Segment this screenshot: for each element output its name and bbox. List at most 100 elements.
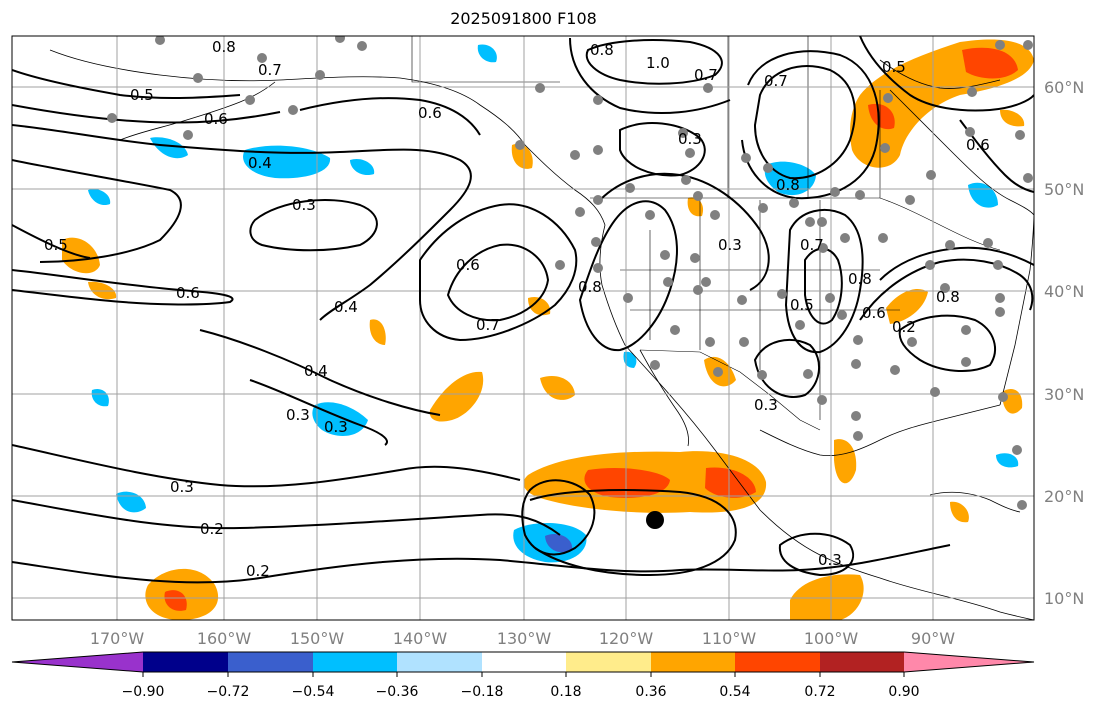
contour-0.8-west-us: [578, 200, 678, 352]
shade-orange-east: [950, 501, 969, 523]
contour-0.6-southeast: [859, 258, 1034, 321]
colorbar-segment: [566, 652, 651, 672]
map-title: 2025091800 F108: [450, 9, 597, 28]
contour-label: 0.2: [892, 318, 916, 336]
coast-gulf: [759, 404, 1001, 457]
shade-orange-gulf: [834, 439, 857, 484]
colorbar-tick-label: −0.18: [461, 684, 504, 700]
lat-label: 30°N: [1044, 385, 1084, 404]
contour-label: 0.3: [324, 418, 348, 436]
contour-label: 0.8: [776, 176, 800, 194]
coast-aleutians: [119, 81, 276, 141]
shade-blue-hawaii: [91, 388, 109, 407]
coast-baja: [639, 349, 689, 447]
border-us-mexico: [639, 349, 821, 431]
lat-label: 40°N: [1044, 282, 1084, 301]
colorbar-segment: [397, 652, 482, 672]
colorbar-tick-label: −0.54: [292, 684, 335, 700]
coast-alaska: [49, 49, 606, 226]
colorbar-segment: [651, 652, 735, 672]
contour-label: 0.2: [246, 562, 270, 580]
contour-0.4-pac: [12, 124, 472, 321]
contour-0.3-north: [619, 122, 706, 177]
contour-0.3-caribbean: [778, 532, 855, 577]
lon-label: 160°W: [197, 629, 252, 648]
shade-red-south-pacific: [164, 590, 187, 611]
contour-0.3-hawaii: [249, 379, 388, 446]
contour-label: 0.4: [248, 154, 272, 172]
colorbar-segment: [482, 652, 566, 672]
shade-blue-mexico: [623, 351, 637, 368]
colorbar-segment: [735, 652, 820, 672]
border-canada-prov: [727, 36, 881, 198]
contour-label: 0.5: [882, 58, 906, 76]
contour-label: 0.6: [176, 284, 200, 302]
coast-east-us: [999, 209, 1034, 406]
coast-cuba: [929, 491, 1021, 513]
shade-blue-south: [116, 491, 146, 513]
colorbar-segment: [143, 652, 228, 672]
contour-label: 0.6: [456, 256, 480, 274]
shade-orange-baja: [528, 296, 551, 316]
longitude-labels: 170°W 160°W 150°W 140°W 130°W 120°W 110°…: [90, 629, 955, 648]
colorbar-tick-label: 0.54: [719, 684, 750, 700]
shade-red-canada: [868, 103, 895, 130]
contour-label: 0.8: [848, 270, 872, 288]
contour-tropic-wide: [529, 489, 737, 577]
contour-0.6-ne: [959, 119, 1034, 193]
contour-0.4: [199, 329, 441, 416]
contour-label: 0.4: [334, 298, 358, 316]
colorbar-segment: [313, 652, 397, 672]
contour-0.8-plains: [784, 209, 864, 354]
border-alaska: [411, 36, 560, 83]
shade-blue-west: [88, 188, 111, 206]
lon-label: 120°W: [599, 629, 654, 648]
contour-label: 0.3: [170, 478, 194, 496]
contour-0.3-south: [12, 444, 521, 488]
lat-label: 60°N: [1044, 78, 1084, 97]
contour-label: 0.5: [130, 86, 154, 104]
colorbar-tick-label: −0.36: [376, 684, 419, 700]
contour-tropic-loop: [521, 479, 596, 556]
contour-0.8-canada: [741, 50, 880, 200]
contour-0.7-offshore: [446, 243, 550, 322]
colorbar-tick-label: 0.72: [804, 684, 835, 700]
lon-label: 170°W: [90, 629, 145, 648]
contour-0.8-west-us-2: [599, 172, 770, 291]
lon-label: 150°W: [290, 629, 345, 648]
lon-label: 140°W: [393, 629, 448, 648]
colorbar-tick-label: −0.72: [207, 684, 250, 700]
coastlines: [49, 49, 1034, 620]
shade-orange-mid-pacific-2: [88, 281, 117, 300]
shade-orange-plains: [687, 197, 704, 217]
shade-darkblue-tropical: [545, 533, 573, 553]
contour-0.7-north: [569, 37, 731, 115]
lat-label: 20°N: [1044, 487, 1084, 506]
contour-label: 0.7: [764, 72, 788, 90]
shade-red-tropics-2: [705, 467, 756, 498]
latitude-labels: 60°N 50°N 40°N 30°N 20°N 10°N: [1044, 78, 1084, 608]
contour-labels: 0.8 0.7 0.5 0.6 0.4 0.3 0.5 0.6 0.4 0.3 …: [44, 38, 990, 580]
lon-label: 90°W: [911, 629, 955, 648]
contour-label: 0.8: [212, 38, 236, 56]
shade-blue-north-pacific-2: [150, 137, 188, 159]
colorbar-tick-label: 0.90: [888, 684, 919, 700]
contour-label: 0.6: [862, 304, 886, 322]
contour-label: 0.3: [818, 551, 842, 569]
border-us-canada: [590, 197, 1001, 251]
contour-label: 0.6: [418, 104, 442, 122]
contour-label: 1.0: [646, 54, 670, 72]
contour-label: 0.7: [800, 236, 824, 254]
map-frame: [11, 35, 1035, 621]
contour-0.6-gulfalaska: [299, 97, 481, 136]
colorbar-tick-label: −0.90: [122, 684, 165, 700]
colorbar-segment: [820, 652, 904, 672]
contour-label: 0.3: [754, 396, 778, 414]
lon-label: 110°W: [702, 629, 757, 648]
shade-red-nw-atlantic: [962, 47, 1018, 79]
contour-label: 0.3: [718, 236, 742, 254]
contour-0.6-offshore: [419, 203, 578, 342]
shade-orange-subtropic-3: [369, 319, 386, 345]
shade-orange-subtropic: [429, 371, 484, 422]
contour-0.5-pac: [12, 159, 182, 263]
